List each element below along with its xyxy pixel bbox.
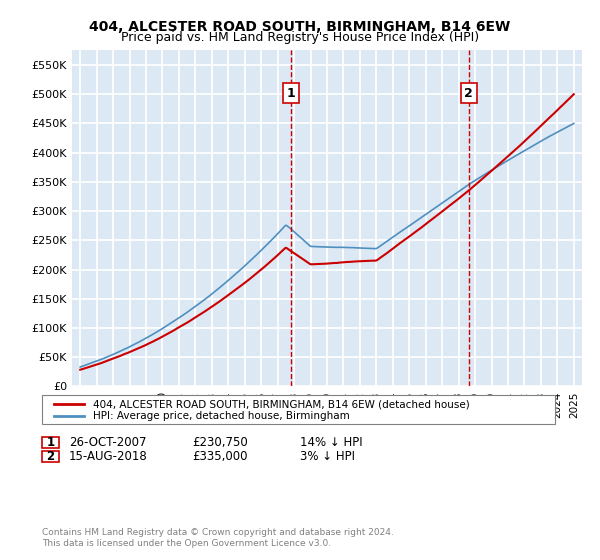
Text: 14% ↓ HPI: 14% ↓ HPI [300,436,362,449]
Text: Contains HM Land Registry data © Crown copyright and database right 2024.
This d: Contains HM Land Registry data © Crown c… [42,528,394,548]
Text: 1: 1 [46,436,55,449]
Text: 2: 2 [46,450,55,463]
Text: 404, ALCESTER ROAD SOUTH, BIRMINGHAM, B14 6EW (detached house): 404, ALCESTER ROAD SOUTH, BIRMINGHAM, B1… [90,400,467,410]
Text: £335,000: £335,000 [192,450,248,463]
Text: HPI: Average price, detached house, Birmingham: HPI: Average price, detached house, Birm… [93,410,350,421]
Text: 15-AUG-2018: 15-AUG-2018 [69,450,148,463]
Text: 404, ALCESTER ROAD SOUTH, BIRMINGHAM, B14 6EW: 404, ALCESTER ROAD SOUTH, BIRMINGHAM, B1… [89,20,511,34]
Text: 1: 1 [287,87,296,100]
Text: 404, ALCESTER ROAD SOUTH, BIRMINGHAM, B14 6EW (detached house): 404, ALCESTER ROAD SOUTH, BIRMINGHAM, B1… [93,399,470,409]
Text: £230,750: £230,750 [192,436,248,449]
Text: 3% ↓ HPI: 3% ↓ HPI [300,450,355,463]
Text: 26-OCT-2007: 26-OCT-2007 [69,436,146,449]
Text: Price paid vs. HM Land Registry's House Price Index (HPI): Price paid vs. HM Land Registry's House … [121,31,479,44]
Text: HPI: Average price, detached house, Birmingham: HPI: Average price, detached house, Birm… [90,410,347,421]
Text: 2: 2 [464,87,473,100]
